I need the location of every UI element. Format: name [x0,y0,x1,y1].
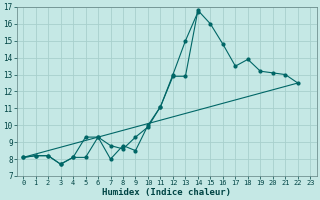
X-axis label: Humidex (Indice chaleur): Humidex (Indice chaleur) [102,188,231,197]
